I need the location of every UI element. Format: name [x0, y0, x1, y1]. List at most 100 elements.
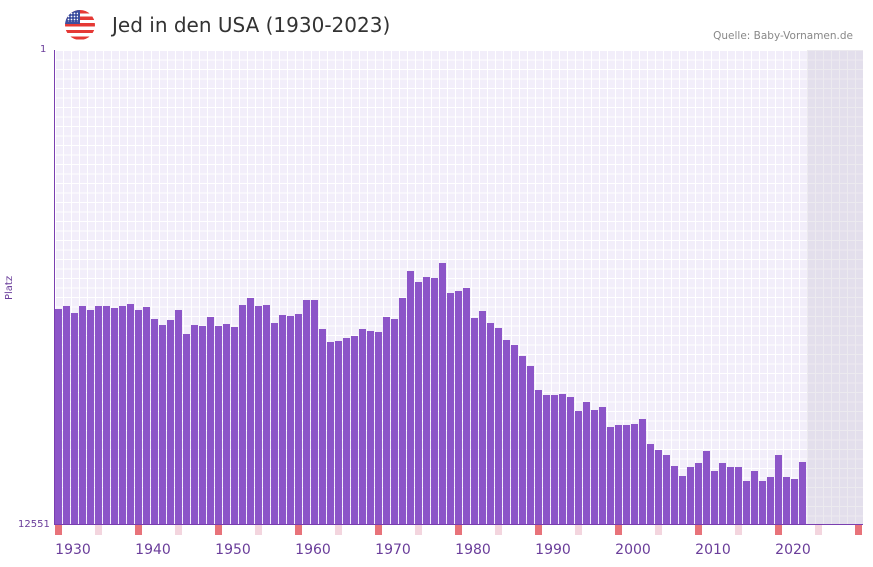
- bar-1934[interactable]: [87, 309, 94, 525]
- bar-1990[interactable]: [535, 389, 542, 525]
- bar-1967[interactable]: [351, 335, 358, 525]
- bar-1932[interactable]: [71, 312, 78, 525]
- bar-1953[interactable]: [239, 304, 246, 525]
- bar-1962[interactable]: [311, 299, 318, 525]
- bar-1949[interactable]: [207, 316, 214, 525]
- bar-1938[interactable]: [119, 305, 126, 525]
- bar-1974[interactable]: [407, 270, 414, 525]
- bar-1997[interactable]: [591, 409, 598, 525]
- bar-1940[interactable]: [135, 309, 142, 525]
- bar-1961[interactable]: [303, 299, 310, 525]
- bar-1998[interactable]: [599, 406, 606, 525]
- bar-1975[interactable]: [415, 281, 422, 525]
- bar-2011[interactable]: [703, 450, 710, 525]
- bar-1993[interactable]: [559, 393, 566, 525]
- bar-1942[interactable]: [151, 318, 158, 525]
- bar-2023[interactable]: [799, 461, 806, 525]
- bar-1976[interactable]: [423, 276, 430, 525]
- bar-2009[interactable]: [687, 466, 694, 525]
- bar-1957[interactable]: [271, 323, 278, 525]
- bar-1981[interactable]: [463, 287, 470, 525]
- x-tick-1940: 1940: [135, 542, 171, 558]
- bar-1996[interactable]: [583, 401, 590, 525]
- bar-1937[interactable]: [111, 307, 118, 525]
- bar-2000[interactable]: [615, 425, 622, 525]
- bar-2017[interactable]: [751, 470, 758, 525]
- bar-1939[interactable]: [127, 303, 134, 525]
- bar-2013[interactable]: [719, 462, 726, 525]
- bar-2015[interactable]: [735, 466, 742, 525]
- bar-1994[interactable]: [567, 396, 574, 525]
- source-link[interactable]: Quelle: Baby-Vornamen.de: [713, 30, 853, 42]
- bar-1965[interactable]: [335, 340, 342, 525]
- bar-1987[interactable]: [511, 344, 518, 525]
- bar-1970[interactable]: [375, 331, 382, 525]
- bar-1947[interactable]: [191, 324, 198, 525]
- bar-1984[interactable]: [487, 323, 494, 525]
- bar-2016[interactable]: [743, 480, 750, 525]
- bar-2007[interactable]: [671, 465, 678, 525]
- bar-1971[interactable]: [383, 316, 390, 525]
- y-tick-bottom: 12551: [18, 519, 50, 530]
- bar-1969[interactable]: [367, 330, 374, 525]
- decade-marker-1960: [295, 525, 302, 535]
- decade-marker-1990: [535, 525, 542, 535]
- bar-1989[interactable]: [527, 365, 534, 525]
- bar-1958[interactable]: [279, 314, 286, 525]
- bar-2012[interactable]: [711, 470, 718, 525]
- bar-1966[interactable]: [343, 337, 350, 525]
- bar-1951[interactable]: [223, 323, 230, 525]
- bar-2006[interactable]: [663, 454, 670, 525]
- bar-1941[interactable]: [143, 306, 150, 525]
- bar-2021[interactable]: [783, 476, 790, 525]
- bar-1959[interactable]: [287, 316, 294, 525]
- bar-1936[interactable]: [103, 305, 110, 525]
- bar-2003[interactable]: [639, 418, 646, 525]
- bar-1995[interactable]: [575, 410, 582, 525]
- bar-2019[interactable]: [767, 476, 774, 525]
- bar-1973[interactable]: [399, 297, 406, 525]
- bar-2001[interactable]: [623, 425, 630, 525]
- bar-1980[interactable]: [455, 290, 462, 525]
- bar-2018[interactable]: [759, 480, 766, 525]
- bar-2002[interactable]: [631, 423, 638, 525]
- bar-2010[interactable]: [695, 462, 702, 525]
- bar-1933[interactable]: [79, 305, 86, 525]
- bar-1960[interactable]: [295, 313, 302, 525]
- bar-1943[interactable]: [159, 324, 166, 525]
- bar-1956[interactable]: [263, 304, 270, 525]
- decade-marker-1930: [55, 525, 62, 535]
- bar-1982[interactable]: [471, 318, 478, 525]
- bar-2008[interactable]: [679, 475, 686, 525]
- bar-1963[interactable]: [319, 328, 326, 525]
- bar-1935[interactable]: [95, 305, 102, 525]
- bar-1952[interactable]: [231, 326, 238, 525]
- bar-2020[interactable]: [775, 454, 782, 525]
- bar-1964[interactable]: [327, 342, 334, 525]
- bar-1978[interactable]: [439, 262, 446, 525]
- bar-1988[interactable]: [519, 356, 526, 525]
- bar-1954[interactable]: [247, 297, 254, 525]
- bar-2004[interactable]: [647, 444, 654, 525]
- bar-1945[interactable]: [175, 309, 182, 525]
- bar-1991[interactable]: [543, 394, 550, 525]
- bar-1977[interactable]: [431, 278, 438, 525]
- bar-2014[interactable]: [727, 466, 734, 525]
- bar-1992[interactable]: [551, 394, 558, 525]
- bar-1950[interactable]: [215, 325, 222, 525]
- bar-1955[interactable]: [255, 305, 262, 525]
- bar-2022[interactable]: [791, 478, 798, 525]
- bar-1972[interactable]: [391, 318, 398, 525]
- bar-1985[interactable]: [495, 327, 502, 525]
- bar-1968[interactable]: [359, 328, 366, 525]
- bar-1946[interactable]: [183, 333, 190, 525]
- bar-1948[interactable]: [199, 325, 206, 525]
- bar-1931[interactable]: [63, 305, 70, 525]
- bar-2005[interactable]: [655, 449, 662, 525]
- bar-1983[interactable]: [479, 311, 486, 525]
- bar-1979[interactable]: [447, 292, 454, 525]
- bar-1999[interactable]: [607, 426, 614, 525]
- bar-1944[interactable]: [167, 319, 174, 525]
- bar-1986[interactable]: [503, 339, 510, 525]
- bar-1930[interactable]: [55, 308, 62, 525]
